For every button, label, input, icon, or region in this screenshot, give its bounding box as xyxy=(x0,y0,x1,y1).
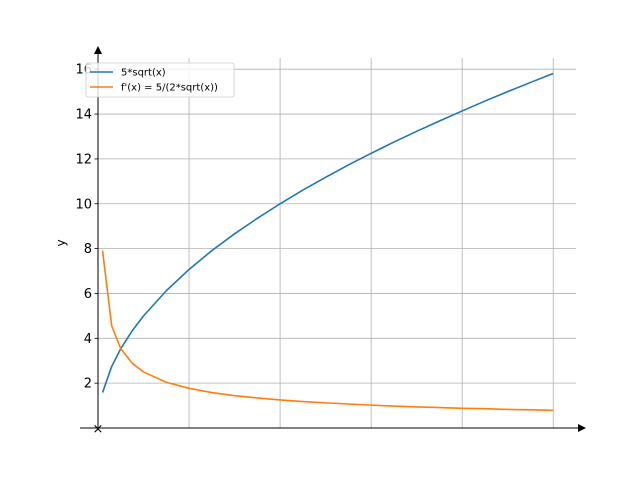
x-axis-arrow xyxy=(578,424,586,432)
y-tick-label: 14 xyxy=(75,108,92,123)
series-line-1 xyxy=(101,72,554,393)
y-tick-label: 6 xyxy=(84,287,92,302)
axes: × xyxy=(80,46,586,437)
legend: 5*sqrt(x) f'(x) = 5/(2*sqrt(x)) xyxy=(85,62,235,98)
y-axis-arrow xyxy=(94,46,102,54)
legend-box xyxy=(85,62,235,98)
y-axis-label: y xyxy=(54,239,68,246)
origin-marker: × xyxy=(93,422,104,437)
series-lines xyxy=(101,72,554,412)
legend-label-series-1: 5*sqrt(x) xyxy=(121,68,166,79)
y-tick-label: 8 xyxy=(84,242,92,257)
y-tick-label: 4 xyxy=(84,332,92,347)
series-line-2 xyxy=(101,250,554,412)
grid xyxy=(98,58,576,428)
y-tick-label: 12 xyxy=(75,152,92,167)
legend-label-series-2: f'(x) = 5/(2*sqrt(x)) xyxy=(121,83,218,94)
y-tick-label: 2 xyxy=(84,377,92,392)
y-tick-label: 10 xyxy=(75,197,92,212)
